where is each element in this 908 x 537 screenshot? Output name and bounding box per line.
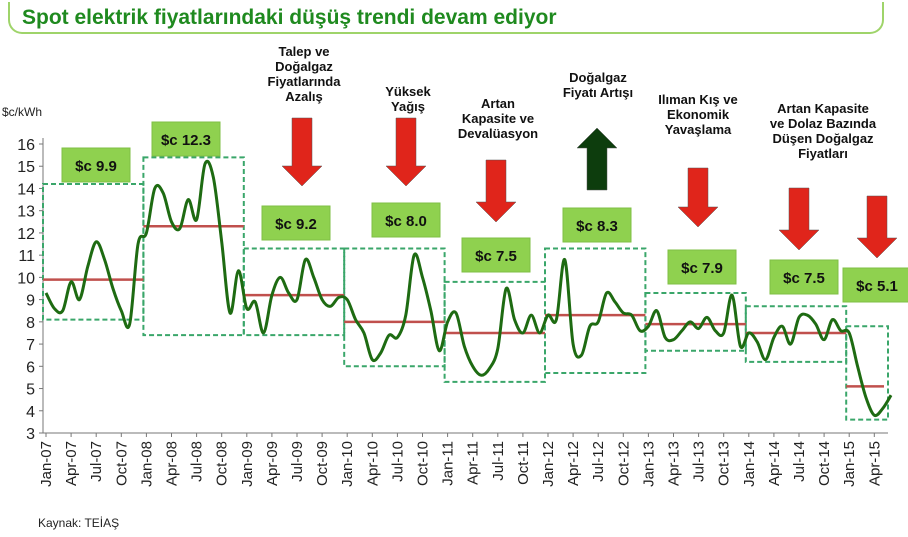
x-tick-label: Jul-12 (590, 441, 607, 482)
price-series-line (44, 159, 893, 418)
period-box (142, 156, 245, 337)
x-tick-label: Jul-09 (289, 441, 306, 482)
y-tick-label: 16 (17, 137, 35, 154)
x-tick-label: Jan-15 (841, 441, 858, 487)
x-tick-label: Oct-08 (214, 441, 231, 486)
x-tick-label: Jan-14 (741, 441, 758, 487)
y-tick-label: 9 (26, 293, 35, 310)
y-tick-label: 8 (26, 315, 35, 332)
annotation-text: Artan Kapasite ve Dolaz Bazında Düşen Doğa… (769, 101, 877, 161)
x-tick-label: Apr-14 (766, 441, 783, 486)
average-label-box (461, 237, 531, 273)
x-tick-label: Jul-11 (490, 441, 507, 481)
y-tick-label: 10 (17, 270, 35, 287)
y-tick-label: 4 (26, 404, 35, 421)
y-tick-label: 13 (17, 204, 35, 221)
period-box (845, 325, 890, 421)
x-tick-label: Oct-09 (314, 441, 331, 486)
source-note: Kaynak: TEİAŞ (38, 516, 120, 530)
x-tick-label: Apr-08 (164, 441, 181, 486)
arrow-up-icon (576, 127, 618, 191)
annotation-text: Doğalgaz Fiyatı Artışı (562, 70, 634, 100)
x-tick-label: Apr-12 (565, 441, 582, 486)
chart-title: Spot elektrik fiyatlarındaki düşüş trend… (22, 6, 557, 29)
x-tick-label: Oct-13 (716, 441, 733, 486)
arrow-down-icon (778, 187, 820, 251)
annotation-text: Ilıman Kış ve Ekonomik Yavaşlama (658, 92, 738, 137)
average-label-box (769, 259, 839, 295)
y-tick-label: 7 (26, 337, 35, 354)
x-tick-label: Apr-07 (63, 441, 80, 486)
y-tick-label: 15 (17, 159, 35, 176)
x-tick-label: Oct-14 (816, 441, 833, 486)
x-tick-label: Apr-09 (264, 441, 281, 486)
x-tick-label: Oct-10 (415, 441, 432, 486)
x-tick-label: Jan-12 (540, 441, 557, 487)
period-box (544, 247, 647, 374)
x-tick-label: Oct-07 (113, 441, 130, 486)
average-label-box (562, 207, 632, 243)
annotation-text: Artan Kapasite ve Devalüasyon (457, 96, 539, 141)
y-tick-label: 11 (18, 248, 35, 265)
average-label-box (61, 147, 131, 183)
y-tick-label: 3 (26, 426, 35, 443)
annotation-text: Talep ve Doğalgaz Fiyatlarında Azalış (267, 44, 341, 104)
x-tick-label: Jan-11 (440, 441, 457, 486)
average-label: $c 7.5 (475, 248, 517, 265)
x-tick-label: Jul-07 (88, 441, 105, 482)
title-frame (8, 2, 884, 34)
average-label: $c 9.2 (275, 216, 317, 233)
x-tick-label: Apr-13 (666, 441, 683, 486)
x-tick-label: Jul-13 (691, 441, 708, 482)
y-tick-label: 6 (26, 359, 35, 376)
average-label-box (842, 267, 908, 303)
average-label-box (151, 121, 221, 157)
arrow-down-icon (475, 159, 517, 223)
average-label-box (667, 249, 737, 285)
period-box (443, 280, 547, 383)
x-tick-label: Jul-08 (189, 441, 206, 482)
x-tick-label: Jan-09 (239, 441, 256, 487)
x-tick-label: Apr-11 (465, 441, 482, 485)
average-label: $c 12.3 (161, 132, 211, 149)
arrow-down-icon (385, 117, 427, 187)
average-label-box (371, 202, 441, 238)
y-tick-label: 12 (17, 226, 35, 243)
average-label: $c 8.0 (385, 213, 427, 230)
average-label: $c 8.3 (576, 218, 618, 235)
x-tick-label: Apr-15 (866, 441, 883, 486)
x-tick-label: Jul-10 (389, 441, 406, 482)
average-label-box (261, 205, 331, 241)
average-label: $c 9.9 (75, 158, 117, 175)
period-box (343, 247, 446, 368)
arrow-down-icon (677, 167, 719, 228)
y-tick-label: 14 (17, 181, 35, 198)
x-tick-label: Jan-10 (339, 441, 356, 487)
average-label: $c 5.1 (856, 278, 898, 295)
x-tick-label: Jan-13 (640, 441, 657, 487)
x-tick-label: Jul-14 (791, 441, 808, 482)
y-axis-label: $c/kWh (2, 105, 42, 119)
annotation-text: Yüksek Yağış (385, 84, 431, 114)
x-tick-label: Apr-10 (364, 441, 381, 486)
arrow-down-icon (281, 117, 323, 187)
x-tick-label: Jan-08 (138, 441, 155, 487)
x-tick-label: Oct-12 (615, 441, 632, 486)
x-tick-label: Oct-11 (515, 441, 532, 485)
arrow-down-icon (856, 195, 898, 259)
period-box (42, 183, 145, 321)
x-tick-label: Jan-07 (38, 441, 55, 487)
y-tick-label: 5 (26, 382, 35, 399)
average-label: $c 7.5 (783, 270, 825, 287)
average-label: $c 7.9 (681, 260, 723, 277)
